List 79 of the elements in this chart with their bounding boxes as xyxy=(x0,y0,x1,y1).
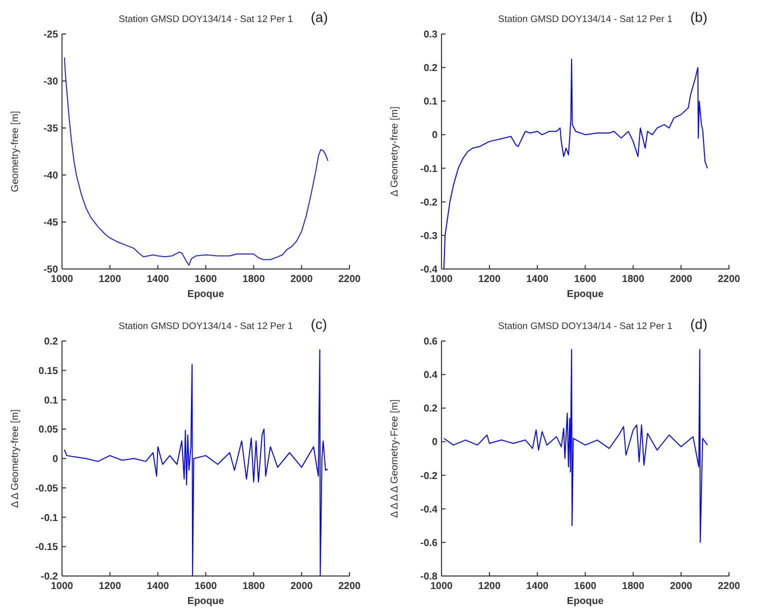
y-tick-label: -0.3 xyxy=(420,230,438,242)
y-tick-label: 0 xyxy=(52,454,58,465)
x-tick-label: 2000 xyxy=(670,581,693,592)
x-tick-label: 1600 xyxy=(194,581,218,592)
x-tick-label: 1400 xyxy=(146,581,170,592)
y-axis-title: Δ Δ Geometry-free [m] xyxy=(10,409,21,508)
y-tick-label: -0.1 xyxy=(420,164,438,175)
y-tick-label: 0.15 xyxy=(38,366,58,377)
y-tick-label: -0.8 xyxy=(420,572,438,582)
y-tick-label: 0 xyxy=(432,437,438,448)
x-tick-label: 1600 xyxy=(574,274,597,285)
y-tick-label: 0 xyxy=(432,130,438,142)
y-tick-label: -0.2 xyxy=(420,470,438,482)
x-tick-label: 1600 xyxy=(194,274,218,285)
line-series xyxy=(64,349,328,576)
x-tick-label: 1000 xyxy=(430,581,454,592)
x-tick-label: 1400 xyxy=(146,274,170,285)
x-tick-label: 1800 xyxy=(242,274,266,285)
x-tick-label: 1800 xyxy=(242,581,266,592)
y-tick-label: -35 xyxy=(44,124,58,134)
x-tick-label: 2200 xyxy=(338,274,362,285)
y-tick-label: -0.6 xyxy=(420,538,438,549)
x-tick-label: 1800 xyxy=(622,581,645,592)
line-series xyxy=(443,348,708,543)
x-tick-label: 2200 xyxy=(338,581,362,592)
x-tick-label: 2200 xyxy=(718,581,741,592)
text: (a) xyxy=(310,9,328,25)
y-tick-label: -0.15 xyxy=(35,542,58,554)
x-axis-title: Epoque xyxy=(566,596,604,607)
x-tick-label: 1400 xyxy=(526,274,549,285)
x-axis-title: Epoque xyxy=(187,289,225,300)
y-tick-label: 0.6 xyxy=(424,336,438,348)
x-tick-label: 1200 xyxy=(478,274,501,285)
text: (c) xyxy=(310,316,328,332)
y-axis-title: Δ Geometry-free [m] xyxy=(390,106,400,197)
x-tick-label: 2000 xyxy=(670,274,693,285)
x-tick-label: 1800 xyxy=(622,274,645,285)
y-tick-label: 0.2 xyxy=(44,336,58,348)
y-tick-label: 0.1 xyxy=(424,96,438,108)
x-tick-label: 1600 xyxy=(574,581,597,592)
text: (b) xyxy=(690,9,708,25)
y-tick-label: 0.05 xyxy=(38,424,58,436)
chart-title: Station GMSD DOY134/14 - Sat 12 Per 1 xyxy=(118,321,293,332)
y-tick-label: -25 xyxy=(44,30,58,40)
y-tick-label: -0.4 xyxy=(420,504,438,516)
y-tick-label: -0.4 xyxy=(420,264,438,276)
x-tick-label: 1000 xyxy=(430,274,454,285)
line-series xyxy=(443,58,708,270)
x-tick-label: 2000 xyxy=(290,581,314,592)
y-tick-label: 0.2 xyxy=(424,63,438,74)
line-series xyxy=(64,57,328,266)
chart-title: Station GMSD DOY134/14 - Sat 12 Per 1 xyxy=(498,14,672,25)
y-tick-label: 0.4 xyxy=(424,370,438,382)
y-tick-label: -0.2 xyxy=(40,572,58,582)
y-tick-label: -0.2 xyxy=(420,197,438,208)
x-tick-label: 1200 xyxy=(98,274,122,285)
y-tick-label: 0.2 xyxy=(424,404,438,415)
x-tick-label: 1200 xyxy=(98,581,122,592)
y-tick-label: -0.05 xyxy=(35,483,58,494)
y-axis-title: Δ Δ Δ Δ Geometry-Free [m] xyxy=(390,399,400,518)
y-tick-label: 0.1 xyxy=(44,395,58,406)
x-tick-label: 1000 xyxy=(50,581,74,592)
y-tick-label: -30 xyxy=(44,76,58,88)
x-tick-label: 2000 xyxy=(290,274,314,285)
x-tick-label: 1200 xyxy=(478,581,501,592)
x-tick-label: 1400 xyxy=(526,581,549,592)
x-axis-title: Epoque xyxy=(566,289,604,300)
y-tick-label: -0.1 xyxy=(40,512,58,524)
chart-title: Station GMSD DOY134/14 - Sat 12 Per 1 xyxy=(498,321,672,332)
x-axis-title: Epoque xyxy=(187,596,225,607)
y-tick-label: -50 xyxy=(44,264,58,276)
y-tick-label: -40 xyxy=(44,170,58,182)
text: (d) xyxy=(690,316,708,332)
x-tick-label: 2200 xyxy=(718,274,741,285)
y-axis-title: Geometry-free [m] xyxy=(10,110,21,192)
y-tick-label: 0.3 xyxy=(424,30,438,40)
x-tick-label: 1000 xyxy=(50,274,74,285)
chart-title: Station GMSD DOY134/14 - Sat 12 Per 1 xyxy=(118,14,293,25)
y-tick-label: -45 xyxy=(44,218,58,228)
